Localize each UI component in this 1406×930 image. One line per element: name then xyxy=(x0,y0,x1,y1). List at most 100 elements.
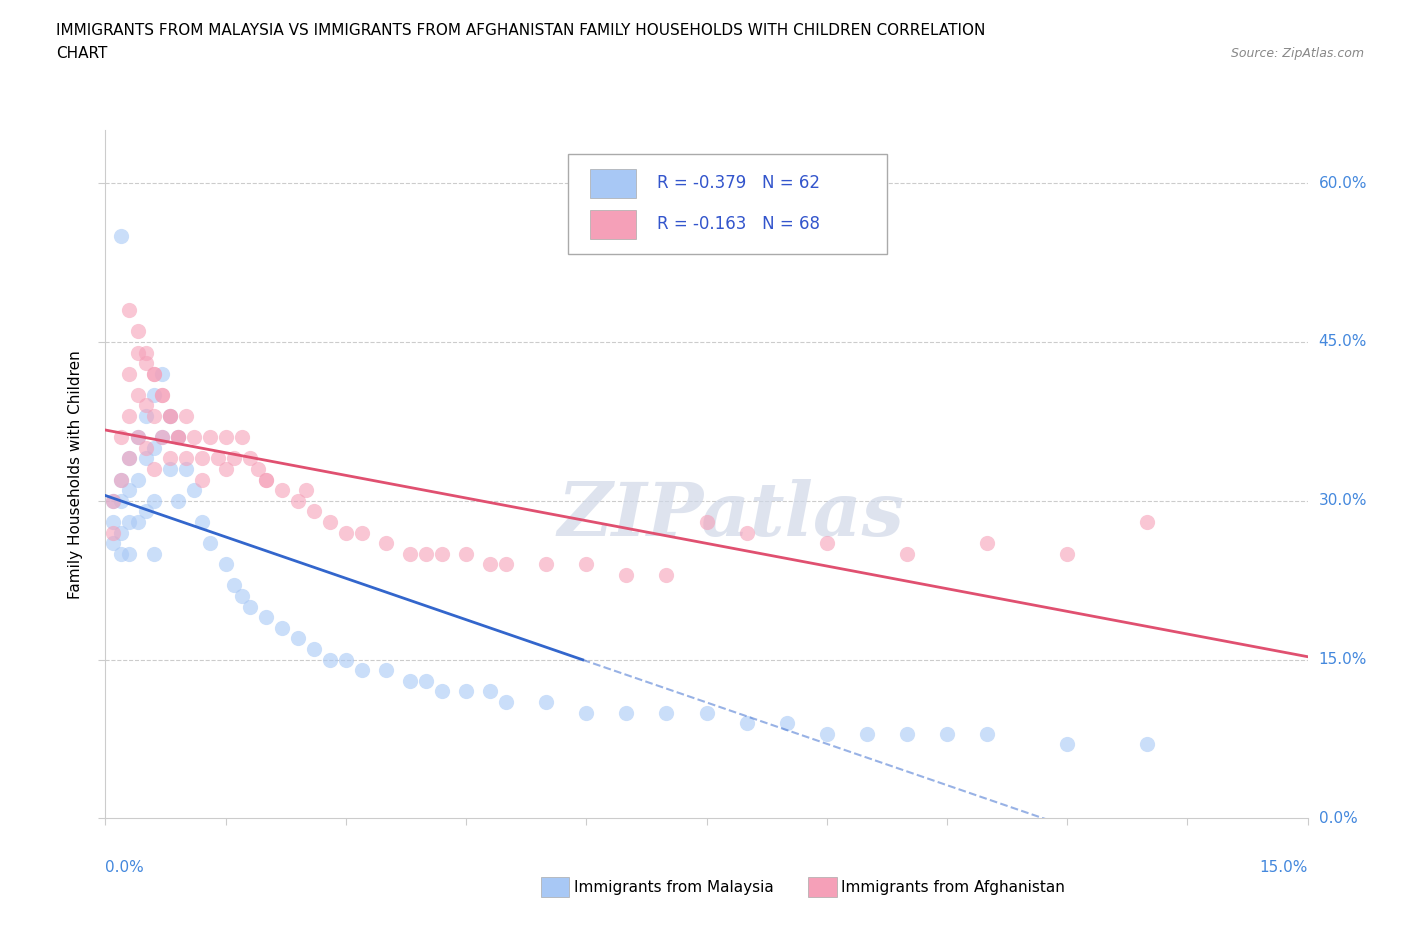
Point xyxy=(295,483,318,498)
Point xyxy=(142,366,165,381)
Point xyxy=(190,451,212,466)
Point xyxy=(103,493,125,508)
Point xyxy=(174,408,197,423)
Point xyxy=(166,430,188,445)
Point xyxy=(896,546,918,561)
Point xyxy=(1136,514,1159,529)
Point xyxy=(287,493,309,508)
Point xyxy=(479,684,502,698)
Point xyxy=(302,642,325,657)
Point xyxy=(855,726,877,741)
Y-axis label: Family Households with Children: Family Households with Children xyxy=(67,350,83,599)
Point xyxy=(142,441,165,456)
Point xyxy=(183,483,205,498)
Point xyxy=(214,557,236,572)
Text: CHART: CHART xyxy=(56,46,108,61)
Point xyxy=(190,472,212,487)
Bar xyxy=(591,168,636,198)
Point xyxy=(118,483,141,498)
Point xyxy=(142,493,165,508)
Text: 45.0%: 45.0% xyxy=(1319,335,1367,350)
Point xyxy=(1136,737,1159,751)
FancyBboxPatch shape xyxy=(568,154,887,254)
Text: Immigrants from Afghanistan: Immigrants from Afghanistan xyxy=(841,880,1064,895)
Point xyxy=(319,514,342,529)
Point xyxy=(350,525,373,540)
Point xyxy=(454,546,477,561)
Point xyxy=(534,695,557,710)
Point xyxy=(335,525,357,540)
Text: 30.0%: 30.0% xyxy=(1319,493,1367,509)
Point xyxy=(214,430,236,445)
Point xyxy=(118,408,141,423)
Point xyxy=(270,620,292,635)
Point xyxy=(118,546,141,561)
Point xyxy=(246,461,269,476)
Point xyxy=(454,684,477,698)
Point xyxy=(479,557,502,572)
Point xyxy=(110,430,132,445)
Point xyxy=(222,451,245,466)
Point xyxy=(174,451,197,466)
Point xyxy=(415,546,437,561)
Point xyxy=(103,514,125,529)
Text: 15.0%: 15.0% xyxy=(1319,652,1367,667)
Point xyxy=(430,684,453,698)
Point xyxy=(166,430,188,445)
Point xyxy=(174,461,197,476)
Point xyxy=(150,430,173,445)
Point xyxy=(159,451,181,466)
Point xyxy=(127,388,149,403)
Point xyxy=(936,726,959,741)
Point xyxy=(190,514,212,529)
Point xyxy=(142,408,165,423)
Point xyxy=(159,408,181,423)
Point xyxy=(183,430,205,445)
Point xyxy=(135,398,157,413)
Point xyxy=(270,483,292,498)
Point xyxy=(118,303,141,318)
Point xyxy=(430,546,453,561)
Point xyxy=(166,493,188,508)
Point xyxy=(166,430,188,445)
Point xyxy=(103,493,125,508)
Point xyxy=(207,451,229,466)
Point xyxy=(222,578,245,593)
Point xyxy=(159,408,181,423)
Point xyxy=(135,345,157,360)
Point xyxy=(127,345,149,360)
Point xyxy=(142,366,165,381)
Point xyxy=(118,451,141,466)
Point xyxy=(616,705,638,720)
Point xyxy=(150,366,173,381)
Point xyxy=(815,536,838,551)
Point xyxy=(239,599,262,614)
Point xyxy=(976,536,998,551)
Point xyxy=(135,408,157,423)
Text: 0.0%: 0.0% xyxy=(105,860,145,875)
Point xyxy=(142,461,165,476)
Point xyxy=(135,451,157,466)
Point xyxy=(110,472,132,487)
Point xyxy=(110,229,132,244)
Point xyxy=(150,430,173,445)
Text: IMMIGRANTS FROM MALAYSIA VS IMMIGRANTS FROM AFGHANISTAN FAMILY HOUSEHOLDS WITH C: IMMIGRANTS FROM MALAYSIA VS IMMIGRANTS F… xyxy=(56,23,986,38)
Point xyxy=(735,716,758,731)
Point xyxy=(655,705,678,720)
Point xyxy=(198,536,221,551)
Point xyxy=(231,589,253,604)
Text: R = -0.163   N = 68: R = -0.163 N = 68 xyxy=(657,216,820,233)
Point xyxy=(696,705,718,720)
Bar xyxy=(591,210,636,239)
Text: 0.0%: 0.0% xyxy=(1319,811,1357,826)
Point xyxy=(110,546,132,561)
Text: R = -0.379   N = 62: R = -0.379 N = 62 xyxy=(657,174,820,193)
Point xyxy=(127,324,149,339)
Text: ZIPatlas: ZIPatlas xyxy=(557,479,904,551)
Point xyxy=(399,673,422,688)
Point xyxy=(415,673,437,688)
Point xyxy=(1056,546,1078,561)
Point xyxy=(616,567,638,582)
Point xyxy=(127,472,149,487)
Point xyxy=(118,451,141,466)
